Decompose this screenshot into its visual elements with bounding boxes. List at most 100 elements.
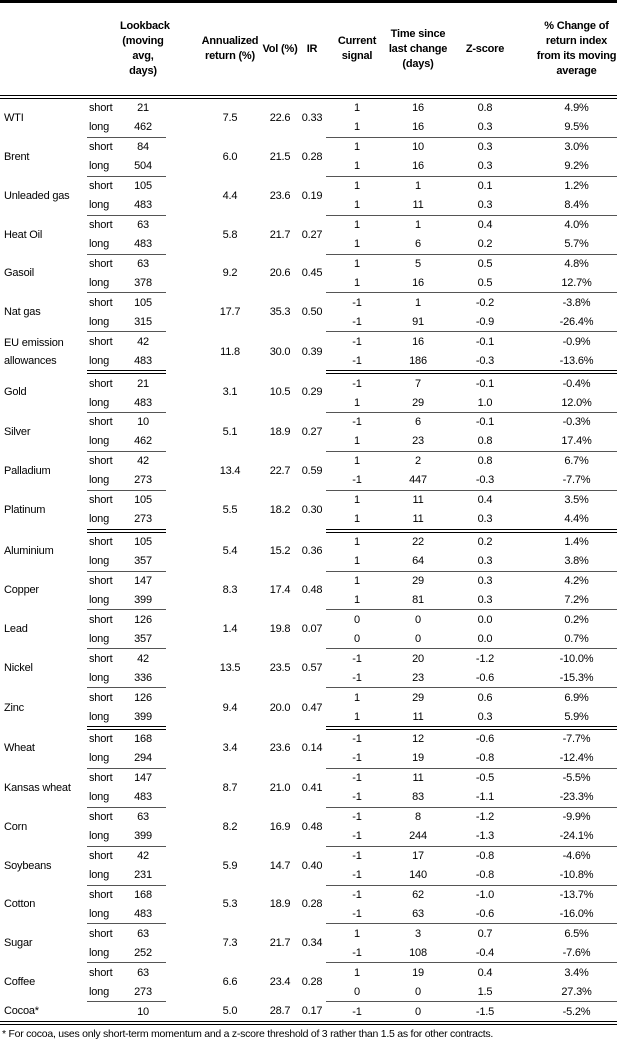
time-since-change-value: 0 xyxy=(415,613,421,626)
zscore-value: -0.6 xyxy=(448,668,522,689)
time-since-change-value: 6 xyxy=(388,234,448,255)
time-since-change-value: 16 xyxy=(388,156,448,177)
commodity-name: Soybeans xyxy=(4,859,52,872)
commodity-name: Brent xyxy=(4,150,30,163)
zscore-value: 0.4 xyxy=(477,494,493,507)
time-since-change-value: 16 xyxy=(388,117,448,138)
zscore-value: 1.0 xyxy=(448,393,522,414)
lookback-value: 399 xyxy=(120,707,166,730)
pct-change-value: -3.8% xyxy=(562,296,591,309)
pct-change-value: 9.5% xyxy=(522,117,617,138)
signal-value: -1 xyxy=(352,296,362,309)
lookback-value: 21 xyxy=(137,377,149,390)
table-row: Corn short 63 8.2 16.9 0.48 -1 8 -1.2 -9.9% xyxy=(0,807,617,832)
zscore-value: -0.6 xyxy=(475,733,495,746)
table-row: Cotton short 168 5.3 18.9 0.28 -1 62 -1.0 -13.7% xyxy=(0,885,617,910)
lookback-value: 294 xyxy=(120,748,166,769)
pct-change-value: 27.3% xyxy=(522,982,617,1003)
signal-value: 1 xyxy=(326,393,388,414)
pct-change-value: 7.2% xyxy=(522,590,617,611)
zscore-value: 0.2 xyxy=(477,536,493,549)
commodity-name: Kansas wheat xyxy=(4,781,71,794)
zscore-value: 0.4 xyxy=(477,219,493,232)
table-row: Wheat short 168 3.4 23.6 0.14 -1 12 -0.6 -7.7% xyxy=(0,728,617,754)
zscore-value: -0.8 xyxy=(448,748,522,769)
pct-change-value: 12.0% xyxy=(522,393,617,414)
time-since-change-value: 108 xyxy=(388,943,448,964)
table-row: long 483 1 29 1.0 12.0% xyxy=(0,393,617,414)
signal-value: 1 xyxy=(326,431,388,452)
pct-change-value: -9.9% xyxy=(562,811,591,824)
ir-value: 0.19 xyxy=(301,189,323,202)
time-since-change-value: 29 xyxy=(412,574,424,587)
table-row: long 483 1 11 0.3 8.4% xyxy=(0,195,617,216)
zscore-value: -0.6 xyxy=(448,904,522,925)
horizon-type: short xyxy=(89,691,113,704)
horizon-type: long xyxy=(87,982,120,1003)
vol-value: 21.5 xyxy=(269,150,291,163)
vol-value: 17.4 xyxy=(269,584,291,597)
signal-value: 1 xyxy=(354,455,360,468)
lookback-value: 63 xyxy=(137,257,149,270)
lookback-value: 399 xyxy=(120,826,166,847)
table-row: long 315 -1 91 -0.9 -26.4% xyxy=(0,312,617,333)
vol-value: 23.6 xyxy=(269,742,291,755)
lookback-value: 462 xyxy=(120,431,166,452)
vol-value: 14.7 xyxy=(269,859,291,872)
lookback-value: 273 xyxy=(120,982,166,1003)
zscore-value: 0.3 xyxy=(448,551,522,572)
lookback-value: 105 xyxy=(134,536,152,549)
pct-change-value: -7.7% xyxy=(522,470,617,491)
zscore-value: 0.8 xyxy=(477,455,493,468)
ir-value: 0.27 xyxy=(301,228,323,241)
vol-value: 20.6 xyxy=(269,267,291,280)
zscore-value: 0.8 xyxy=(477,102,493,115)
zscore-value: 1.5 xyxy=(448,982,522,1003)
time-since-change-value: 91 xyxy=(388,312,448,333)
signal-value: -1 xyxy=(326,1001,388,1026)
signal-value: -1 xyxy=(326,826,388,847)
signal-value: 1 xyxy=(354,691,360,704)
zscore-value: 0.7 xyxy=(477,927,493,940)
horizon-type: long xyxy=(87,195,120,216)
lookback-value: 315 xyxy=(120,312,166,333)
pct-change-value: 4.9% xyxy=(564,102,589,115)
time-since-change-value: 12 xyxy=(412,733,424,746)
pct-change-value: 0.2% xyxy=(564,613,589,626)
zscore-value: -0.8 xyxy=(448,865,522,886)
annualized-return-value: 3.4 xyxy=(222,742,238,755)
ir-value: 0.30 xyxy=(301,504,323,517)
lookback-value: 357 xyxy=(120,629,166,650)
commodity-name: Cotton xyxy=(4,898,36,911)
zscore-value: -0.3 xyxy=(448,351,522,375)
annualized-return-value: 5.3 xyxy=(222,898,238,911)
zscore-value: 0.3 xyxy=(448,117,522,138)
time-since-change-value: 1 xyxy=(415,180,421,193)
commodity-name: Palladium xyxy=(4,464,51,477)
time-since-change-value: 11 xyxy=(388,509,448,533)
time-since-change-value: 244 xyxy=(388,826,448,847)
pct-change-value: 0.7% xyxy=(522,629,617,650)
table-row: long 231 -1 140 -0.8 -10.8% xyxy=(0,865,617,886)
table-row: long 294 -1 19 -0.8 -12.4% xyxy=(0,748,617,769)
horizon-type: long xyxy=(87,431,120,452)
signal-value: -1 xyxy=(352,416,362,429)
pct-change-value: 3.4% xyxy=(564,966,589,979)
table-row: long 504 1 16 0.3 9.2% xyxy=(0,156,617,177)
time-since-change-value: 7 xyxy=(415,377,421,390)
signal-value: 1 xyxy=(354,494,360,507)
zscore-value: -1.2 xyxy=(475,811,495,824)
annualized-return-value: 9.2 xyxy=(222,267,238,280)
lookback-value: 378 xyxy=(120,273,166,294)
table-row: Unleaded gas short 105 4.4 23.6 0.19 1 1 0.1 1.2% xyxy=(0,176,617,201)
time-since-change-value: 11 xyxy=(388,195,448,216)
table-row: long 483 -1 63 -0.6 -16.0% xyxy=(0,904,617,925)
header-signal: Current signal xyxy=(326,1,388,99)
zscore-value: 0.4 xyxy=(477,966,493,979)
lookback-value: 504 xyxy=(120,156,166,177)
lookback-value: 273 xyxy=(120,470,166,491)
horizon-type: short xyxy=(89,772,113,785)
vol-value: 23.4 xyxy=(269,976,291,989)
header-vol: Vol (%) xyxy=(262,1,298,99)
zscore-value: 0.3 xyxy=(477,141,493,154)
